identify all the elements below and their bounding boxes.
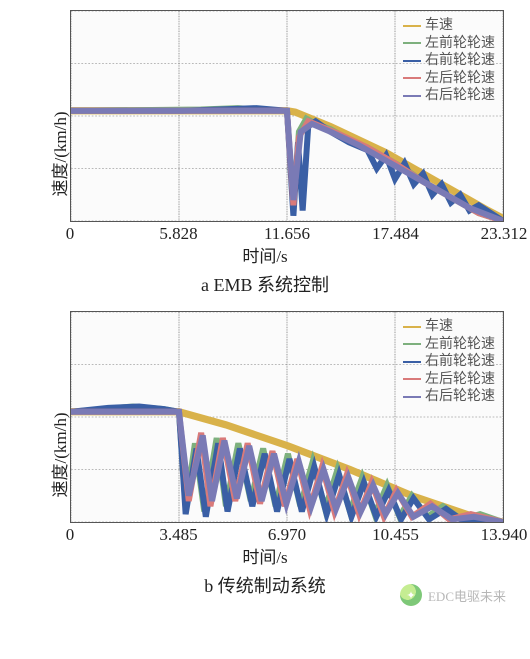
legend-row: 右后轮轮速 [403, 388, 495, 406]
legend-swatch [403, 343, 421, 345]
chart-a-plot: 80 0 车速左前轮轮速右前轮轮速左后轮轮速右后轮轮速 [70, 10, 504, 222]
watermark-text: EDC电驱未来 [428, 586, 506, 605]
legend-label: 右前轮轮速 [425, 52, 495, 70]
chart-a-caption: a EMB 系统控制 [10, 271, 520, 297]
chart-a-ylabel: 速度/(km/h) [46, 111, 71, 196]
legend-label: 左后轮轮速 [425, 371, 495, 389]
chart-b-plot: 80 0 车速左前轮轮速右前轮轮速左后轮轮速右后轮轮速 [70, 311, 504, 523]
watermark: ✦ EDC电驱未来 [400, 584, 506, 606]
legend-label: 左前轮轮速 [425, 336, 495, 354]
legend-swatch [403, 378, 421, 380]
xtick: 23.312 [481, 224, 528, 244]
legend-swatch [403, 361, 421, 363]
xtick: 10.455 [372, 525, 419, 545]
legend-label: 车速 [425, 17, 453, 35]
chart-b-legend: 车速左前轮轮速右前轮轮速左后轮轮速右后轮轮速 [403, 318, 495, 406]
chart-a: 速度/(km/h) 80 0 车速左前轮轮速右前轮轮速左后轮轮速右后轮轮速 0 5… [10, 10, 520, 297]
chart-a-xlabel: 时间/s [10, 242, 520, 267]
chart-a-legend: 车速左前轮轮速右前轮轮速左后轮轮速右后轮轮速 [403, 17, 495, 105]
chart-b: 速度/(km/h) 80 0 车速左前轮轮速右前轮轮速左后轮轮速右后轮轮速 0 3… [10, 311, 520, 598]
legend-row: 右前轮轮速 [403, 52, 495, 70]
legend-swatch [403, 77, 421, 79]
legend-row: 车速 [403, 17, 495, 35]
chart-b-xticks: 03.4856.97010.45513.940 [70, 523, 504, 545]
xtick: 17.484 [372, 224, 419, 244]
legend-swatch [403, 25, 421, 27]
xtick: 0 [66, 525, 75, 545]
legend-swatch [403, 95, 421, 97]
legend-row: 左前轮轮速 [403, 336, 495, 354]
legend-row: 左前轮轮速 [403, 35, 495, 53]
xtick: 0 [66, 224, 75, 244]
xtick: 5.828 [159, 224, 197, 244]
legend-row: 右前轮轮速 [403, 353, 495, 371]
chart-a-xticks: 05.82811.65617.48423.312 [70, 222, 504, 244]
xtick: 13.940 [481, 525, 528, 545]
legend-row: 车速 [403, 318, 495, 336]
legend-label: 右前轮轮速 [425, 353, 495, 371]
legend-swatch [403, 326, 421, 328]
legend-label: 左后轮轮速 [425, 70, 495, 88]
chart-b-ylabel: 速度/(km/h) [46, 412, 71, 497]
legend-swatch [403, 396, 421, 398]
legend-swatch [403, 60, 421, 62]
xtick: 6.970 [268, 525, 306, 545]
legend-label: 右后轮轮速 [425, 87, 495, 105]
legend-label: 车速 [425, 318, 453, 336]
xtick: 3.485 [159, 525, 197, 545]
legend-row: 左后轮轮速 [403, 70, 495, 88]
legend-row: 右后轮轮速 [403, 87, 495, 105]
legend-swatch [403, 42, 421, 44]
xtick: 11.656 [264, 224, 310, 244]
legend-label: 左前轮轮速 [425, 35, 495, 53]
chart-b-xlabel: 时间/s [10, 543, 520, 568]
legend-row: 左后轮轮速 [403, 371, 495, 389]
legend-label: 右后轮轮速 [425, 388, 495, 406]
wechat-icon: ✦ [400, 584, 422, 606]
